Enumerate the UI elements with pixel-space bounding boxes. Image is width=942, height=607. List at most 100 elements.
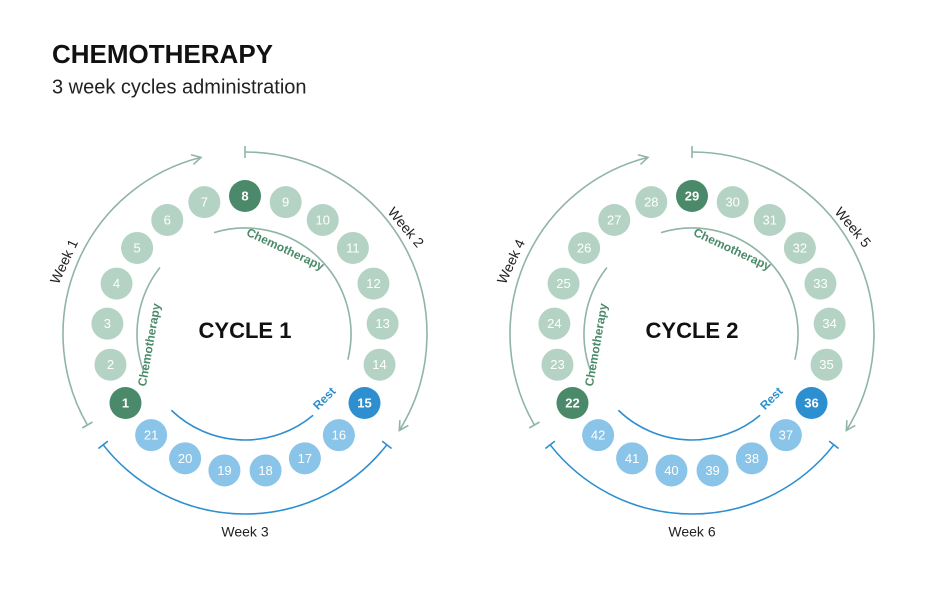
day-number: 6 <box>164 212 171 227</box>
day-number: 19 <box>217 463 231 478</box>
title: CHEMOTHERAPY <box>52 39 273 69</box>
phase-label: Rest <box>310 384 338 412</box>
day-circle <box>735 442 768 475</box>
day-circle <box>616 442 649 475</box>
week-label: Week 4 <box>494 236 529 286</box>
day-number: 4 <box>113 276 120 291</box>
day-number: 25 <box>556 276 570 291</box>
day-circle <box>322 419 355 452</box>
day-number: 8 <box>241 188 248 203</box>
day-circle <box>94 348 127 381</box>
phase-arc <box>136 267 161 372</box>
day-number: 23 <box>550 357 564 372</box>
day-number: 28 <box>644 195 658 210</box>
day-circle <box>813 307 846 340</box>
cycle-label: CYCLE 1 <box>199 318 292 343</box>
week-label: Week 3 <box>221 524 268 540</box>
day-circle <box>795 387 828 419</box>
day-circle <box>169 442 202 475</box>
week-label: Week 2 <box>385 204 428 251</box>
day-number: 9 <box>282 195 289 210</box>
day-number: 30 <box>725 195 739 210</box>
day-circle <box>363 348 396 381</box>
day-number: 26 <box>577 240 591 255</box>
day-circle <box>769 419 802 452</box>
day-circle <box>753 203 786 236</box>
day-number: 27 <box>607 212 621 227</box>
day-circle <box>598 203 631 236</box>
day-number: 41 <box>625 451 639 466</box>
day-circle <box>188 186 221 219</box>
week-label: Week 5 <box>832 204 875 251</box>
day-number: 11 <box>346 240 360 255</box>
day-circle <box>676 180 708 212</box>
week-arc <box>97 440 393 515</box>
day-number: 37 <box>779 428 793 443</box>
week-label: Week 6 <box>668 524 715 540</box>
phase-arc <box>583 267 608 372</box>
day-number: 15 <box>357 395 371 410</box>
phase-label: Rest <box>757 384 785 412</box>
day-circle <box>696 454 729 487</box>
day-number: 5 <box>133 240 140 255</box>
day-circle <box>635 186 668 219</box>
day-number: 33 <box>813 276 827 291</box>
phase-arc <box>170 409 314 441</box>
phase-arc <box>617 409 761 441</box>
day-number: 16 <box>332 428 346 443</box>
day-circle <box>288 442 321 475</box>
day-number: 22 <box>565 395 579 410</box>
phase-arc <box>660 227 799 360</box>
day-circle <box>556 387 589 419</box>
day-circle <box>357 267 390 300</box>
day-number: 38 <box>745 451 759 466</box>
day-circle <box>249 454 282 487</box>
day-number: 29 <box>685 188 699 203</box>
day-number: 36 <box>804 395 818 410</box>
day-circle <box>229 180 261 212</box>
week-arc <box>544 440 840 515</box>
day-number: 10 <box>316 212 330 227</box>
week-arc <box>62 153 203 429</box>
day-number: 17 <box>298 451 312 466</box>
day-number: 32 <box>793 240 807 255</box>
day-circle <box>100 267 133 300</box>
day-circle <box>109 387 142 419</box>
day-circle <box>91 307 124 340</box>
day-circle <box>208 454 241 487</box>
day-circle <box>336 231 369 264</box>
day-circle <box>269 186 302 219</box>
day-circle <box>582 419 615 452</box>
day-number: 18 <box>258 463 272 478</box>
day-number: 21 <box>144 428 158 443</box>
day-circle <box>716 186 749 219</box>
subtitle: 3 week cycles administration <box>52 76 307 98</box>
day-number: 39 <box>705 463 719 478</box>
day-number: 31 <box>763 212 777 227</box>
day-circle <box>538 307 571 340</box>
week-arc <box>509 153 650 429</box>
phase-arc <box>213 227 352 360</box>
day-circle <box>151 203 184 236</box>
day-circle <box>541 348 574 381</box>
week-label: Week 1 <box>47 236 82 286</box>
cycle-label: CYCLE 2 <box>646 318 739 343</box>
day-circle <box>348 387 381 419</box>
day-circle <box>306 203 339 236</box>
day-circle <box>121 231 154 264</box>
day-number: 35 <box>819 357 833 372</box>
day-circle <box>547 267 580 300</box>
day-number: 14 <box>372 357 386 372</box>
day-number: 24 <box>547 316 561 331</box>
day-number: 2 <box>107 357 114 372</box>
day-circle <box>783 231 816 264</box>
day-circle <box>366 307 399 340</box>
day-number: 13 <box>375 316 389 331</box>
day-circle <box>655 454 688 487</box>
week-arc <box>691 145 875 432</box>
day-circle <box>135 419 168 452</box>
day-number: 20 <box>178 451 192 466</box>
day-number: 1 <box>122 395 129 410</box>
day-number: 34 <box>822 316 836 331</box>
